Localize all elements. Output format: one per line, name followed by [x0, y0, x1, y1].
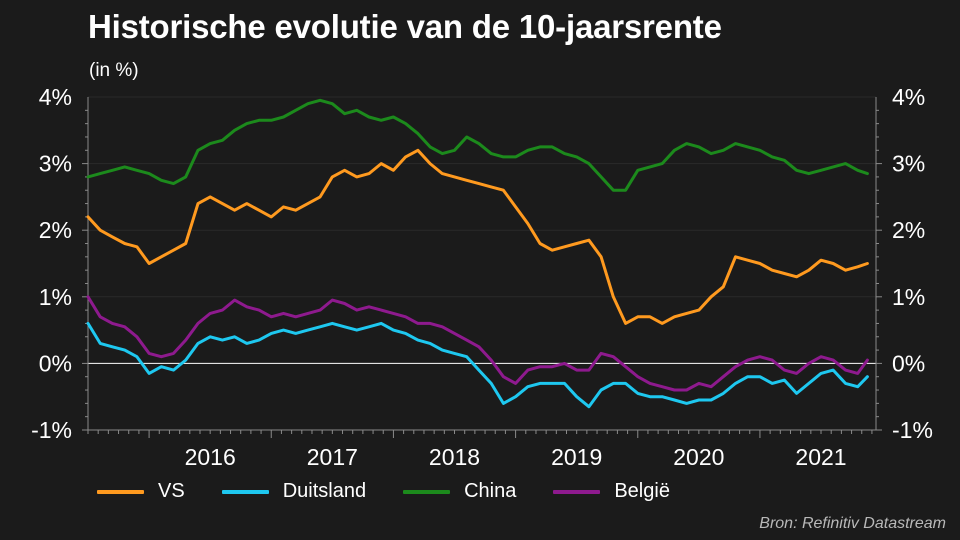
legend-item-china: China	[403, 480, 516, 503]
legend-label-vs: VS	[158, 480, 185, 502]
series-line-belgië	[86, 295, 869, 392]
x-tick-label: 2017	[307, 444, 358, 470]
legend-swatch-belgie	[553, 489, 601, 494]
y-tick-label-right: 4%	[892, 84, 925, 110]
y-tick-label-left: 0%	[39, 350, 72, 376]
legend-label-china: China	[464, 480, 517, 502]
x-tick-label: 2020	[673, 444, 724, 470]
y-tick-label-right: 0%	[892, 350, 925, 376]
legend-item-duitsland: Duitsland	[221, 480, 367, 503]
series-line-duitsland	[86, 321, 869, 409]
y-tick-label-right: 1%	[892, 284, 925, 310]
legend-swatch-vs	[97, 489, 144, 494]
y-tick-label-right: 3%	[892, 151, 925, 177]
x-tick-label: 2019	[551, 444, 602, 470]
legend-swatch-china	[403, 489, 451, 494]
y-tick-label-left: 4%	[39, 84, 72, 110]
series-line-vs	[86, 148, 869, 325]
y-tick-label-left: 1%	[39, 284, 72, 310]
x-tick-label: 2016	[185, 444, 236, 470]
y-tick-label-left: 3%	[39, 151, 72, 177]
y-tick-label-left: 2%	[39, 217, 72, 243]
y-tick-label-left: -1%	[31, 417, 72, 443]
legend-label-duitsland: Duitsland	[282, 480, 367, 502]
legend-item-belgie: België	[553, 480, 670, 503]
x-tick-label: 2021	[795, 444, 846, 470]
y-tick-label-right: -1%	[892, 417, 933, 443]
legend-swatch-duitsland	[221, 489, 269, 494]
legend: VS Duitsland China België	[97, 480, 707, 503]
y-tick-label-right: 2%	[892, 217, 925, 243]
chart-subtitle: (in %)	[89, 60, 139, 81]
legend-item-vs: VS	[97, 480, 185, 503]
x-tick-label: 2018	[429, 444, 480, 470]
source-note: Bron: Refinitiv Datastream	[759, 515, 946, 532]
legend-label-belgie: België	[614, 480, 670, 502]
series-line-china	[86, 98, 869, 192]
chart-title: Historische evolutie van de 10-jaarsrent…	[88, 8, 722, 45]
